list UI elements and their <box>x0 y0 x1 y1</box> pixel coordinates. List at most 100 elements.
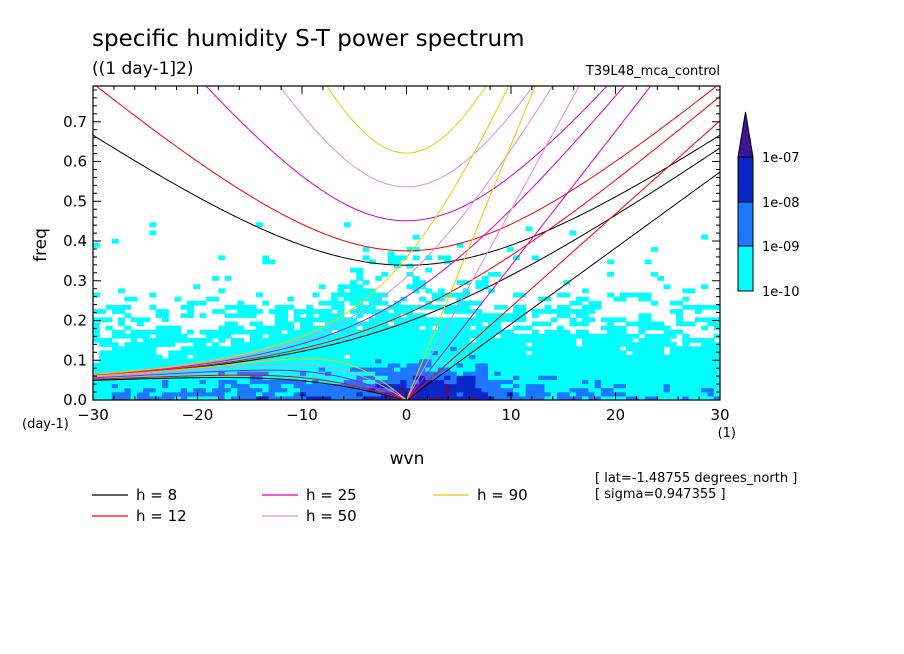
power-cell <box>168 358 176 364</box>
power-cell <box>249 342 257 347</box>
power-cell <box>462 329 470 335</box>
power-cell <box>193 395 201 400</box>
power-cell <box>412 255 420 261</box>
power-cell <box>481 276 489 281</box>
power-cell <box>174 391 182 397</box>
power-cell <box>306 338 314 343</box>
power-cell <box>663 284 671 290</box>
power-cell <box>625 292 633 298</box>
power-cell <box>469 371 477 376</box>
power-cell <box>494 375 502 380</box>
power-cell <box>149 395 157 400</box>
power-cell <box>375 391 383 397</box>
power-cell <box>387 329 395 335</box>
power-cell <box>337 371 345 376</box>
power-cell <box>381 383 389 389</box>
power-cell <box>193 371 201 376</box>
power-cell <box>243 391 251 397</box>
power-cell <box>324 313 332 318</box>
power-cell <box>356 346 364 352</box>
power-cell <box>694 391 702 397</box>
power-cell <box>118 395 125 400</box>
power-cell <box>187 329 194 335</box>
power-cell <box>688 354 696 360</box>
power-cell <box>293 366 301 372</box>
power-cell <box>256 292 263 298</box>
power-cell <box>488 350 495 356</box>
power-cell <box>350 280 357 285</box>
power-cell <box>287 387 295 393</box>
power-cell <box>324 366 332 372</box>
power-cell <box>230 342 238 347</box>
power-cell <box>600 333 608 339</box>
power-cell <box>676 350 683 356</box>
power-cell <box>494 342 502 347</box>
power-cell <box>682 387 690 393</box>
power-cell <box>644 362 652 368</box>
power-cell <box>481 284 489 290</box>
power-cell <box>613 333 621 339</box>
power-cell <box>149 371 157 376</box>
power-cell <box>193 346 201 352</box>
y-tick-label: 0.3 <box>63 272 87 290</box>
power-cell <box>324 309 332 314</box>
power-cell <box>569 383 577 389</box>
power-cell <box>412 284 420 290</box>
power-cell <box>143 338 151 343</box>
power-cell <box>412 342 420 347</box>
power-cell <box>544 321 552 327</box>
power-cell <box>469 383 477 389</box>
power-cell <box>111 238 119 244</box>
power-cell <box>525 375 533 380</box>
power-cell <box>337 362 345 368</box>
power-cell <box>569 358 577 364</box>
power-cell <box>180 338 188 343</box>
power-cell <box>594 395 602 400</box>
power-cell <box>431 304 439 310</box>
latitude-note: [ lat=-1.48755 degrees_north ] <box>595 471 797 486</box>
power-cell <box>437 329 445 335</box>
power-cell <box>450 379 458 385</box>
power-cell <box>130 391 138 397</box>
power-cell <box>268 259 276 265</box>
power-cell <box>362 366 370 372</box>
power-cell <box>406 371 414 376</box>
power-cell <box>406 309 414 314</box>
power-cell <box>600 354 608 360</box>
dispersion-curve-h50 <box>93 86 554 376</box>
power-cell <box>450 350 458 356</box>
power-cell <box>393 304 401 310</box>
power-cell <box>299 383 307 389</box>
power-cell <box>632 358 640 364</box>
power-cell <box>425 304 433 310</box>
power-cell <box>168 379 176 385</box>
power-cell <box>569 354 577 360</box>
power-cell <box>450 387 458 393</box>
power-cell <box>400 346 408 352</box>
power-cell <box>669 379 677 385</box>
power-cell <box>575 354 583 360</box>
power-cell <box>569 317 577 323</box>
power-cell <box>506 354 514 360</box>
power-cell <box>111 391 119 397</box>
power-cell <box>425 383 433 389</box>
dispersion-curve-h25 <box>205 86 608 222</box>
power-cell <box>563 387 571 393</box>
power-cell <box>387 379 395 385</box>
power-cell <box>494 391 502 397</box>
power-cell <box>694 375 702 380</box>
power-cell <box>375 366 383 372</box>
power-cell <box>663 329 671 335</box>
power-cell <box>381 346 389 352</box>
power-cell <box>632 375 640 380</box>
power-cell <box>387 251 395 256</box>
power-cell <box>488 362 495 368</box>
power-cell <box>337 288 345 294</box>
power-cell <box>187 300 194 306</box>
power-cell <box>299 371 307 376</box>
power-cell <box>613 317 621 323</box>
power-cell <box>544 395 552 400</box>
x-tick-label: 0 <box>402 406 412 424</box>
power-cell <box>412 313 420 318</box>
power-cell <box>224 304 232 310</box>
